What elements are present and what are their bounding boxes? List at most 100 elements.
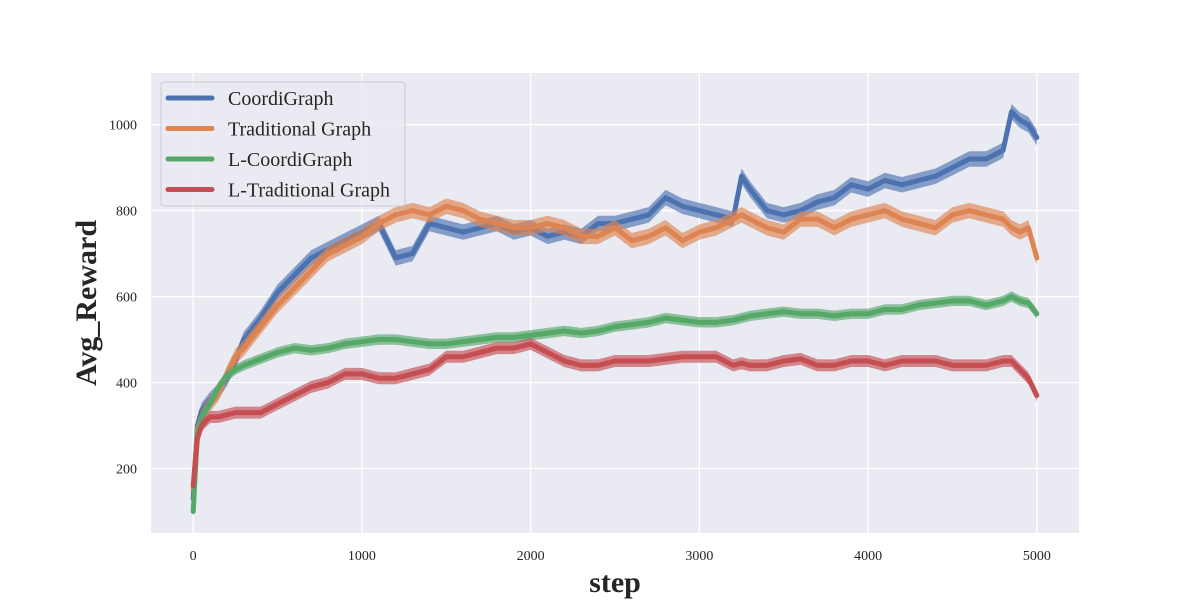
x-tick-label: 4000 bbox=[854, 549, 882, 564]
data-point bbox=[444, 341, 449, 346]
data-point bbox=[444, 225, 449, 230]
data-point bbox=[427, 212, 432, 217]
data-point bbox=[781, 212, 786, 217]
data-point bbox=[697, 208, 702, 213]
data-point bbox=[191, 483, 196, 488]
data-point bbox=[233, 410, 238, 415]
data-point bbox=[781, 359, 786, 364]
data-point bbox=[832, 195, 837, 200]
data-point bbox=[195, 436, 200, 441]
data-point bbox=[832, 225, 837, 230]
data-point bbox=[1009, 225, 1014, 230]
series-line bbox=[190, 109, 1040, 502]
data-point bbox=[680, 238, 685, 243]
data-point bbox=[410, 339, 415, 344]
data-point bbox=[739, 212, 744, 217]
data-point bbox=[427, 221, 432, 226]
data-point bbox=[680, 354, 685, 359]
data-point bbox=[1017, 367, 1022, 372]
series-line bbox=[190, 203, 1040, 493]
data-point bbox=[478, 350, 483, 355]
data-point bbox=[967, 156, 972, 161]
data-point bbox=[427, 367, 432, 372]
data-point bbox=[1001, 298, 1006, 303]
data-point bbox=[1026, 376, 1031, 381]
data-point bbox=[849, 359, 854, 364]
data-point bbox=[528, 341, 533, 346]
data-point bbox=[798, 311, 803, 316]
data-point bbox=[697, 320, 702, 325]
data-point bbox=[275, 303, 280, 308]
tick-labels: 0 1000 2000 3000 4000 5000 200 400 600 800 1000 bbox=[109, 119, 1051, 564]
data-point bbox=[1026, 225, 1031, 230]
data-point bbox=[233, 367, 238, 372]
data-point bbox=[359, 339, 364, 344]
legend-label: CoordiGraph bbox=[228, 88, 334, 110]
data-point bbox=[579, 363, 584, 368]
data-point bbox=[798, 217, 803, 222]
data-point bbox=[275, 290, 280, 295]
data-point bbox=[739, 316, 744, 321]
data-point bbox=[849, 217, 854, 222]
data-point bbox=[967, 208, 972, 213]
data-point bbox=[410, 251, 415, 256]
data-point bbox=[663, 356, 668, 361]
data-point bbox=[233, 354, 238, 359]
data-point bbox=[199, 423, 204, 428]
y-tick-label: 400 bbox=[116, 377, 137, 392]
data-point bbox=[747, 217, 752, 222]
data-point bbox=[882, 307, 887, 312]
data-point bbox=[410, 371, 415, 376]
data-point bbox=[1017, 230, 1022, 235]
data-point bbox=[1026, 122, 1031, 127]
data-point bbox=[714, 212, 719, 217]
data-point bbox=[882, 363, 887, 368]
data-point bbox=[950, 212, 955, 217]
data-point bbox=[916, 359, 921, 364]
data-point bbox=[511, 335, 516, 340]
legend: CoordiGraph Traditional Graph L-CoordiGrap… bbox=[160, 81, 406, 207]
data-point bbox=[781, 309, 786, 314]
data-point bbox=[545, 331, 550, 336]
data-point bbox=[866, 359, 871, 364]
data-point bbox=[478, 217, 483, 222]
data-point bbox=[663, 316, 668, 321]
data-point bbox=[866, 311, 871, 316]
y-tick-label: 200 bbox=[116, 463, 137, 478]
data-point bbox=[444, 204, 449, 209]
data-point bbox=[697, 354, 702, 359]
data-point bbox=[731, 363, 736, 368]
data-point bbox=[596, 221, 601, 226]
data-point bbox=[739, 174, 744, 179]
data-point bbox=[376, 337, 381, 342]
data-point bbox=[191, 509, 196, 514]
data-point bbox=[967, 363, 972, 368]
data-point bbox=[731, 217, 736, 222]
legend-box bbox=[160, 81, 406, 207]
data-point bbox=[967, 298, 972, 303]
data-point bbox=[494, 335, 499, 340]
data-point bbox=[697, 230, 702, 235]
data-point bbox=[545, 221, 550, 226]
x-tick-label: 1000 bbox=[348, 549, 376, 564]
data-point bbox=[933, 301, 938, 305]
data-point bbox=[764, 311, 769, 316]
data-point bbox=[528, 225, 533, 230]
data-point bbox=[326, 251, 331, 256]
data-point bbox=[545, 234, 550, 239]
data-point bbox=[984, 156, 989, 161]
data-point bbox=[478, 337, 483, 342]
data-point bbox=[714, 320, 719, 325]
data-point bbox=[629, 359, 634, 364]
data-point bbox=[494, 221, 499, 226]
y-tick-label: 800 bbox=[116, 205, 137, 220]
data-point bbox=[427, 341, 432, 346]
data-point bbox=[393, 337, 398, 342]
data-point bbox=[613, 324, 617, 329]
series-layer bbox=[190, 103, 1040, 517]
data-point bbox=[815, 311, 820, 316]
data-point bbox=[815, 199, 820, 204]
data-point bbox=[258, 356, 263, 361]
data-point bbox=[984, 363, 989, 368]
